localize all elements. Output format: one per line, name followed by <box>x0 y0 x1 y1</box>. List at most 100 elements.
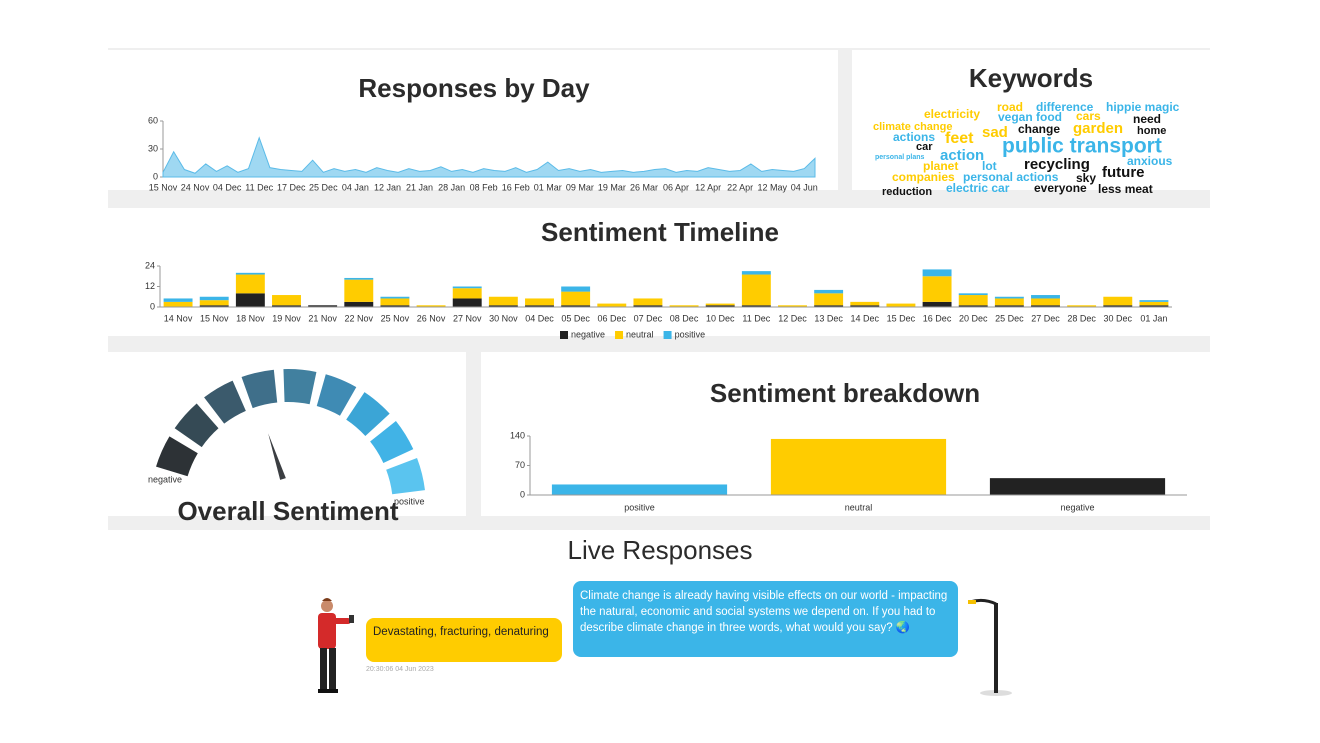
x-tick-label: 12 May <box>757 182 787 192</box>
x-tick-label: 14 Dec <box>851 313 880 323</box>
x-tick-label: 15 Dec <box>887 313 916 323</box>
gauge-segment <box>241 369 278 409</box>
bar-segment <box>922 269 952 277</box>
keyword: home <box>1137 125 1166 137</box>
bar-segment <box>814 305 844 307</box>
chart-title: Sentiment Timeline <box>541 217 779 247</box>
x-tick-label: 27 Nov <box>453 313 482 323</box>
bar-segment <box>741 271 771 275</box>
bar-segment <box>308 305 338 307</box>
bar-segment <box>561 286 591 292</box>
x-tick-label: 11 Dec <box>245 182 273 192</box>
bar-segment <box>1031 305 1060 307</box>
keyword: sky <box>1076 171 1096 185</box>
x-tick-label: 05 Dec <box>561 313 590 323</box>
chart-title: Overall Sentiment <box>177 496 398 526</box>
y-tick-label: 0 <box>520 489 525 499</box>
legend-label: neutral <box>626 329 654 339</box>
bar-segment <box>633 298 663 306</box>
bar-segment <box>741 305 771 307</box>
x-tick-label: 04 Dec <box>213 182 242 192</box>
panel <box>852 50 1210 190</box>
question-bubble: Climate change is already having visible… <box>573 581 958 657</box>
x-tick-label: 09 Mar <box>566 182 594 192</box>
x-tick-label: 11 Dec <box>742 313 770 323</box>
bar-segment <box>958 293 988 296</box>
x-tick-label: 15 Nov <box>200 313 229 323</box>
legend-label: positive <box>675 329 706 339</box>
bar-segment <box>488 296 518 306</box>
bar-segment <box>199 296 229 301</box>
x-tick-label: 17 Dec <box>277 182 306 192</box>
panel <box>108 208 1210 336</box>
keyword: planet <box>923 159 958 173</box>
bar-segment <box>1031 295 1060 299</box>
y-tick-label: 0 <box>153 171 158 181</box>
x-tick-label: 30 Dec <box>1104 313 1133 323</box>
x-tick-label: 12 Dec <box>778 313 807 323</box>
response-bubble: Devastating, fracturing, denaturing <box>366 618 562 662</box>
y-tick-label: 70 <box>515 460 525 470</box>
x-tick-label: 30 Nov <box>489 313 518 323</box>
bar-segment <box>163 298 193 302</box>
bar-segment <box>994 305 1024 307</box>
y-tick-label: 12 <box>145 281 155 291</box>
gauge-segment <box>346 392 390 436</box>
keyword: hippie magic <box>1106 100 1180 114</box>
x-tick-label: 21 Nov <box>308 313 337 323</box>
x-tick-label: 04 Jan <box>342 182 369 192</box>
gauge-segment <box>204 380 246 424</box>
keyword: action <box>940 147 984 164</box>
x-tick-label: 28 Dec <box>1067 313 1096 323</box>
bar-segment <box>235 293 265 307</box>
bar-segment <box>163 301 193 307</box>
bar-segment <box>380 296 410 299</box>
x-tick-label: 07 Dec <box>634 313 663 323</box>
y-tick-label: 30 <box>148 143 158 153</box>
keyword: change <box>1018 122 1060 136</box>
keyword: actions <box>893 130 935 144</box>
keywords-title: Keywords <box>969 63 1093 93</box>
bar-segment <box>705 305 735 307</box>
keyword: personal actions <box>963 170 1059 184</box>
x-tick-label: 19 Mar <box>598 182 626 192</box>
x-tick-label: 13 Dec <box>814 313 843 323</box>
keyword: future <box>1102 164 1145 181</box>
x-tick-label: 04 Jun <box>791 182 818 192</box>
x-tick-label: 24 Nov <box>181 182 210 192</box>
keyword: cars <box>1076 109 1101 123</box>
bar-segment <box>235 274 265 294</box>
x-tick-label: 16 Feb <box>502 182 530 192</box>
legend-swatch <box>615 331 624 339</box>
x-tick-label: 25 Dec <box>309 182 338 192</box>
bar-segment <box>561 305 591 307</box>
x-tick-label: 20 Dec <box>959 313 988 323</box>
bar-segment <box>235 272 265 275</box>
bar-segment <box>1139 301 1169 306</box>
x-tick-label: 04 Dec <box>525 313 554 323</box>
bar-segment <box>525 298 554 306</box>
chart-title: Sentiment breakdown <box>710 378 980 408</box>
keyword: difference <box>1036 100 1094 114</box>
bar-segment <box>741 274 771 306</box>
x-tick-label: 28 Jan <box>438 182 465 192</box>
legend-swatch <box>663 331 672 339</box>
keyword: personal plans <box>875 154 925 161</box>
x-tick-label: 08 Dec <box>670 313 699 323</box>
bar-segment <box>850 301 880 306</box>
bar <box>989 478 1166 495</box>
x-tick-label: 16 Dec <box>923 313 952 323</box>
bar-segment <box>1103 296 1133 306</box>
x-tick-label: 27 Dec <box>1031 313 1060 323</box>
x-tick-label: 26 Nov <box>417 313 446 323</box>
keyword: electricity <box>924 107 980 121</box>
keyword: garden <box>1073 120 1123 137</box>
bar-segment <box>272 295 301 306</box>
gauge-needle <box>268 433 286 480</box>
x-tick-label: 19 Nov <box>272 313 301 323</box>
bar-segment <box>994 298 1024 306</box>
gauge-segment <box>156 436 198 477</box>
bar <box>551 484 728 495</box>
